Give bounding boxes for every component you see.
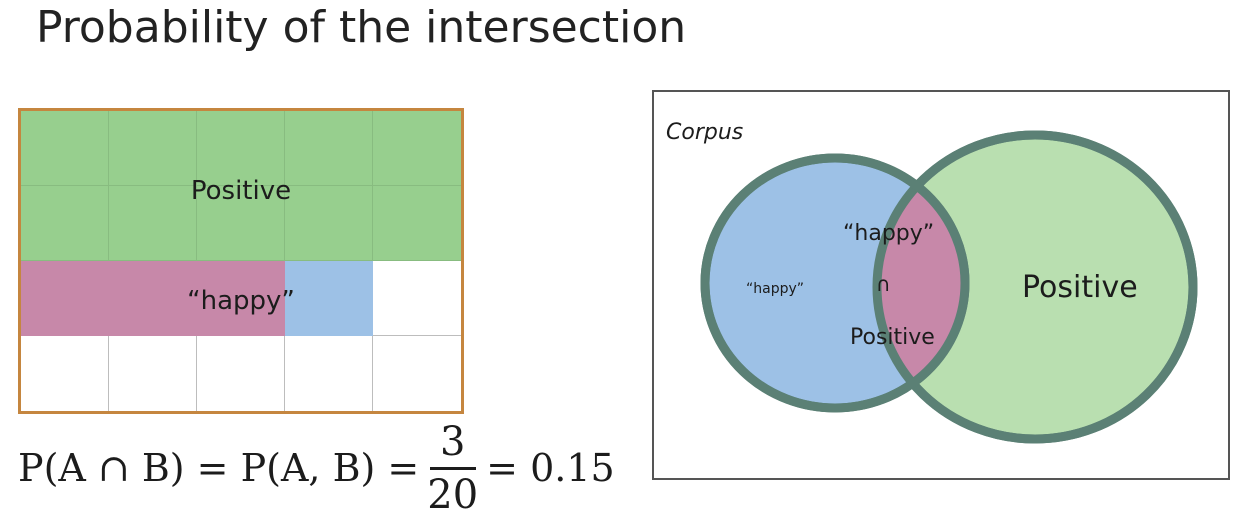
grid-cell bbox=[373, 336, 461, 411]
grid-cell bbox=[21, 261, 109, 336]
formula-rhs: = 0.15 bbox=[486, 446, 615, 490]
grid-cell bbox=[373, 111, 461, 186]
grid-cell bbox=[197, 111, 285, 186]
grid-cell bbox=[285, 261, 373, 336]
grid-cell bbox=[21, 336, 109, 411]
probability-formula: P(A ∩ B) = P(A, B) = 3 20 = 0.15 bbox=[18, 412, 638, 524]
positive-label: Positive bbox=[1022, 270, 1138, 305]
grid-cell bbox=[109, 111, 197, 186]
grid-cell bbox=[285, 111, 373, 186]
grid-cell bbox=[109, 186, 197, 261]
grid-label-happy: “happy” bbox=[187, 286, 295, 316]
formula-lhs: P(A ∩ B) = P(A, B) = bbox=[18, 446, 420, 490]
grid-cell bbox=[285, 186, 373, 261]
grid-cell bbox=[21, 186, 109, 261]
formula-numerator: 3 bbox=[439, 418, 466, 465]
grid-cell bbox=[109, 261, 197, 336]
grid-cell bbox=[21, 111, 109, 186]
formula-denominator: 20 bbox=[427, 471, 479, 518]
grid-cell bbox=[197, 336, 285, 411]
happy-circle-outline bbox=[700, 153, 970, 413]
grid-label-positive: Positive bbox=[190, 176, 292, 206]
venn-diagram bbox=[700, 130, 1198, 444]
grid-cell bbox=[109, 336, 197, 411]
probability-grid bbox=[18, 108, 464, 414]
grid-cell bbox=[197, 186, 285, 261]
intersection-happy-label: “happy” bbox=[843, 221, 935, 246]
intersection-positive-label: Positive bbox=[850, 325, 935, 350]
grid-cell bbox=[197, 261, 285, 336]
happy-only-label: “happy” bbox=[746, 281, 805, 297]
formula-fraction: 3 20 bbox=[427, 421, 478, 516]
corpus-label: Corpus bbox=[666, 120, 744, 145]
fraction-bar bbox=[429, 466, 476, 470]
page-title: Probability of the intersection bbox=[36, 2, 687, 53]
grid-cell bbox=[285, 336, 373, 411]
intersection-symbol: ∩ bbox=[876, 272, 891, 296]
positive-circle-outline bbox=[872, 130, 1198, 444]
grid-cell bbox=[373, 186, 461, 261]
grid-cell bbox=[373, 261, 461, 336]
venn-corpus-box bbox=[652, 90, 1230, 480]
